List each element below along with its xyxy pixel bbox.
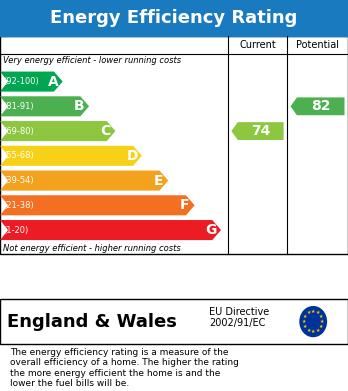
Text: E: E — [154, 174, 163, 188]
Text: B: B — [74, 99, 85, 113]
Text: D: D — [126, 149, 138, 163]
Text: ★: ★ — [307, 328, 311, 333]
Text: 82: 82 — [311, 99, 331, 113]
Polygon shape — [231, 122, 284, 140]
Text: ★: ★ — [319, 314, 323, 319]
Text: Very energy efficient - lower running costs: Very energy efficient - lower running co… — [3, 56, 182, 65]
Text: C: C — [101, 124, 111, 138]
Text: (1-20): (1-20) — [3, 226, 29, 235]
Text: ★: ★ — [311, 309, 315, 314]
Text: England & Wales: England & Wales — [7, 312, 177, 331]
Polygon shape — [0, 72, 63, 91]
Polygon shape — [291, 97, 345, 115]
Text: ★: ★ — [303, 314, 308, 319]
Text: The energy efficiency rating is a measure of the
overall efficiency of a home. T: The energy efficiency rating is a measur… — [10, 348, 239, 388]
Text: ★: ★ — [316, 328, 320, 333]
Text: ★: ★ — [320, 319, 324, 324]
Text: Potential: Potential — [296, 40, 339, 50]
Text: Not energy efficient - higher running costs: Not energy efficient - higher running co… — [3, 244, 181, 253]
Text: ★: ★ — [319, 324, 323, 329]
Polygon shape — [0, 96, 89, 117]
Bar — [0, 299, 348, 344]
Circle shape — [299, 306, 327, 337]
Polygon shape — [0, 195, 195, 215]
Text: A: A — [48, 75, 58, 89]
Text: (55-68): (55-68) — [3, 151, 34, 160]
Polygon shape — [0, 170, 168, 190]
Text: F: F — [180, 198, 190, 212]
Text: (69-80): (69-80) — [3, 127, 34, 136]
Text: ★: ★ — [311, 329, 315, 334]
Polygon shape — [0, 121, 116, 141]
Polygon shape — [0, 220, 221, 240]
Text: Current: Current — [239, 40, 276, 50]
Bar — [0, 0, 348, 36]
Text: (39-54): (39-54) — [3, 176, 34, 185]
Text: EU Directive
2002/91/EC: EU Directive 2002/91/EC — [209, 307, 269, 328]
Text: G: G — [206, 223, 217, 237]
Text: ★: ★ — [316, 310, 320, 315]
Text: (81-91): (81-91) — [3, 102, 34, 111]
Bar — [0, 36, 348, 254]
Text: Energy Efficiency Rating: Energy Efficiency Rating — [50, 9, 298, 27]
Text: (21-38): (21-38) — [3, 201, 34, 210]
Text: ★: ★ — [302, 319, 306, 324]
Text: ★: ★ — [307, 310, 311, 315]
Polygon shape — [0, 146, 142, 166]
Text: ★: ★ — [303, 324, 308, 329]
Text: 74: 74 — [251, 124, 271, 138]
Text: (92-100): (92-100) — [3, 77, 39, 86]
